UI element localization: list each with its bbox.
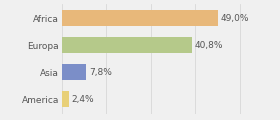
Bar [62, 37, 192, 53]
Text: 7,8%: 7,8% [89, 68, 112, 77]
Bar [62, 91, 69, 107]
Text: 49,0%: 49,0% [220, 14, 249, 23]
Bar [62, 64, 87, 80]
Text: 40,8%: 40,8% [194, 41, 223, 50]
Text: 2,4%: 2,4% [72, 95, 94, 104]
Bar [62, 10, 218, 27]
